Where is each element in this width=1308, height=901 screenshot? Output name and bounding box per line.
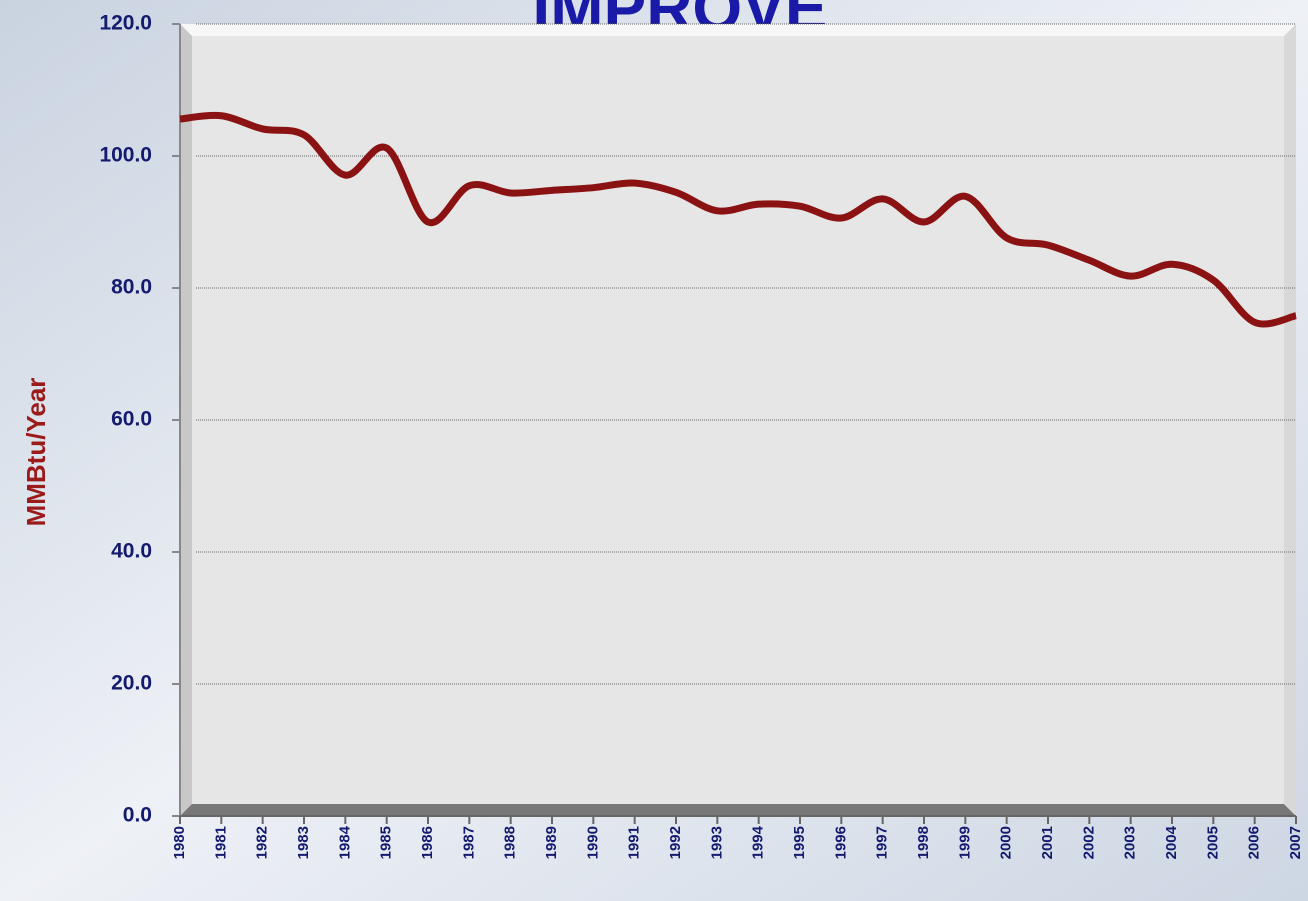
x-tick-label: 1996 (832, 826, 849, 859)
x-tick-label: 2006 (1246, 826, 1263, 859)
x-tick-label: 2004 (1163, 825, 1180, 859)
x-tick-label: 1995 (791, 826, 808, 859)
data-line (179, 111, 1297, 328)
x-tick-label: 2007 (1287, 826, 1304, 859)
y-tick-label: 120.0 (99, 12, 152, 35)
x-tick-label: 2001 (1039, 826, 1056, 859)
y-tick-label: 100.0 (99, 144, 152, 167)
x-tick-label: 1983 (295, 826, 312, 859)
x-tick-label: 1990 (584, 826, 601, 859)
x-tick-label: 2003 (1122, 826, 1139, 859)
x-tick-label: 1986 (419, 826, 436, 859)
y-axis-label: MMBtu/Year (21, 378, 51, 527)
x-tick-label: 1987 (460, 826, 477, 859)
x-tick-label: 1984 (336, 825, 353, 859)
x-tick-label: 1985 (378, 826, 395, 859)
x-tick-label: 1982 (254, 826, 271, 859)
y-tick-label: 20.0 (111, 672, 152, 695)
x-tick-label: 2005 (1204, 826, 1221, 859)
x-tick-label: 1980 (171, 826, 188, 859)
x-tick-label: 1988 (502, 826, 519, 859)
x-tick-label: 2002 (1080, 826, 1097, 859)
x-tick-label: 1993 (708, 826, 725, 859)
x-tick-label: 2000 (998, 826, 1015, 859)
y-tick-label: 60.0 (111, 408, 152, 431)
y-tick-label: 40.0 (111, 540, 152, 563)
x-tick-label: 1997 (874, 826, 891, 859)
x-tick-label: 1994 (750, 825, 767, 859)
x-tick-label: 1992 (667, 826, 684, 859)
x-tick-label: 1999 (956, 826, 973, 859)
x-tick-label: 1991 (626, 826, 643, 859)
y-tick-label: 0.0 (123, 804, 152, 827)
x-tick-label: 1989 (543, 826, 560, 859)
x-tick-label: 1998 (915, 826, 932, 859)
y-tick-label: 80.0 (111, 276, 152, 299)
x-tick-label: 1981 (212, 826, 229, 859)
